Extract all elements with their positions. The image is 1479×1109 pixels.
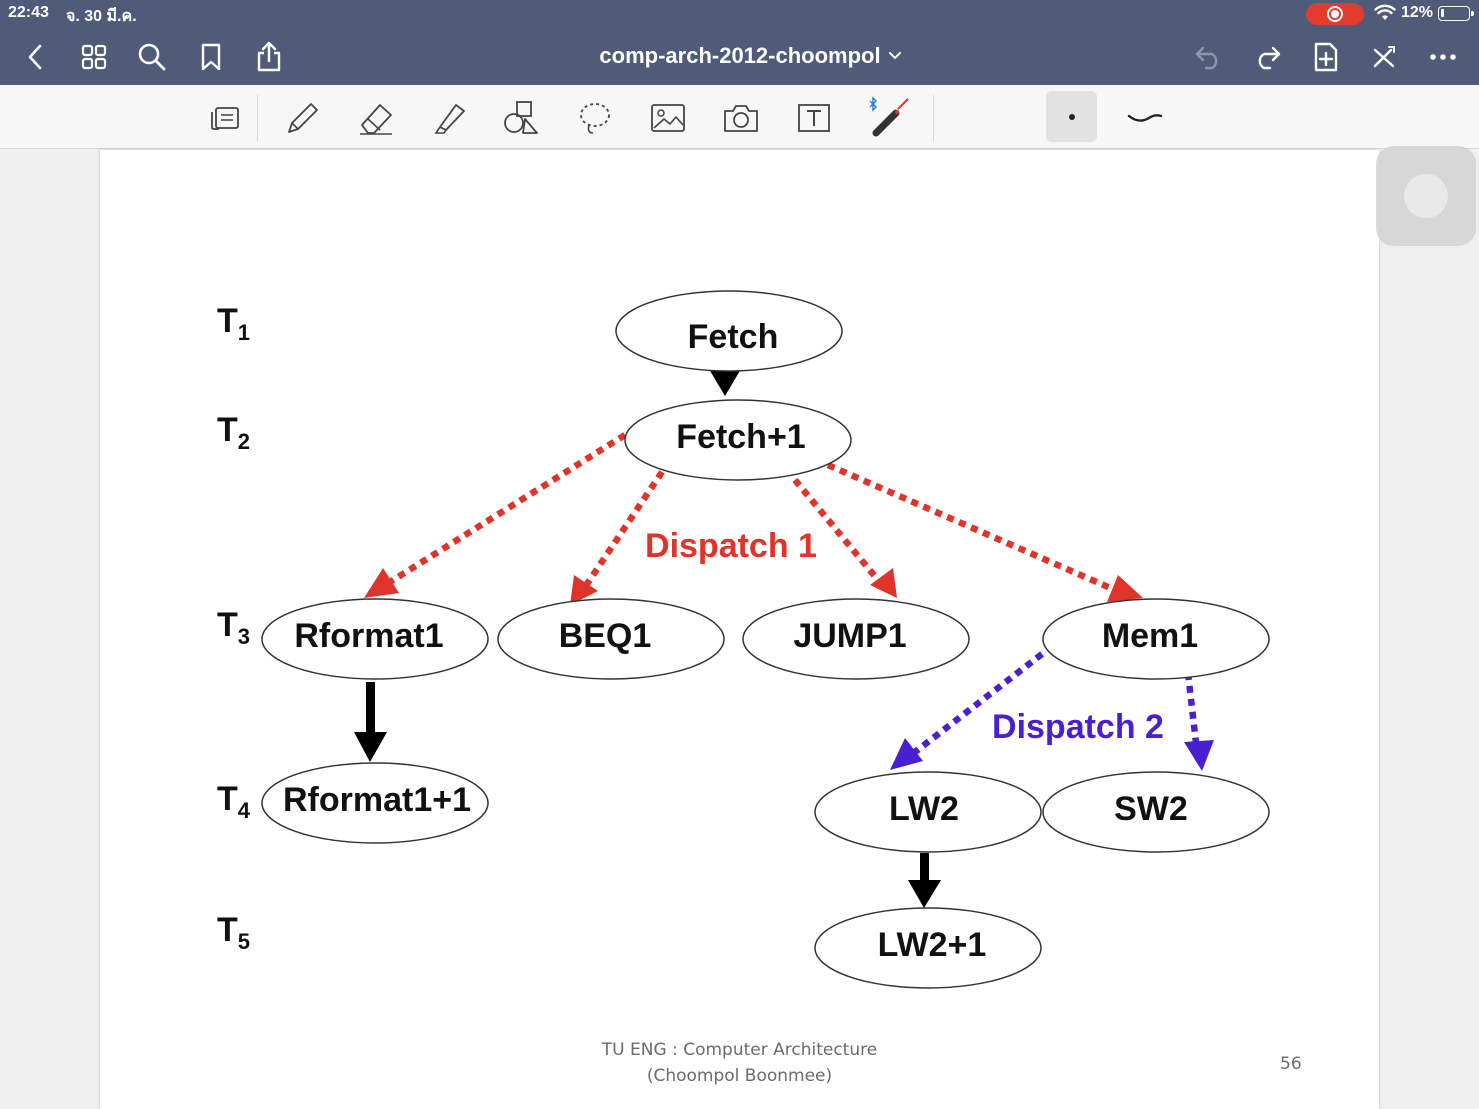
- assistive-touch-button[interactable]: [1376, 146, 1476, 246]
- dispatch2-label: Dispatch 2: [992, 708, 1164, 746]
- share-button[interactable]: [250, 38, 288, 76]
- page-view-icon: [211, 107, 239, 130]
- undo-icon: [1195, 46, 1218, 70]
- time-label-t2: T2: [217, 411, 250, 454]
- page-number: 56: [1280, 1054, 1302, 1074]
- dot-size-icon: [1068, 113, 1075, 120]
- lasso-tool[interactable]: [572, 95, 618, 141]
- pen-size-selector[interactable]: [1046, 91, 1097, 142]
- add-page-button[interactable]: [1307, 38, 1345, 76]
- svg-text:BEQ1: BEQ1: [559, 617, 652, 655]
- document-title: comp-arch-2012-choompol: [599, 43, 881, 68]
- arrow-rformat1-to-rformat1-1: [354, 682, 387, 762]
- state-mem1: Mem1: [1042, 598, 1270, 680]
- shapes-icon: [504, 101, 538, 134]
- page-view-tool[interactable]: [202, 95, 248, 141]
- more-icon: [1430, 54, 1456, 60]
- dispatch2-arrowheads: [890, 738, 1214, 771]
- svg-text:LW2+1: LW2+1: [878, 926, 987, 964]
- dispatch1-label: Dispatch 1: [645, 527, 817, 565]
- state-rformat1-plus-1: Rformat1+1: [261, 762, 489, 844]
- state-lw2: LW2: [814, 771, 1042, 853]
- dispatch1-arrowheads: [364, 568, 1143, 605]
- svg-text:JUMP1: JUMP1: [793, 617, 906, 655]
- stroke-style-selector[interactable]: [1122, 95, 1168, 141]
- battery-percent: 12%: [1401, 4, 1434, 21]
- pen-icon: [288, 103, 318, 133]
- record-icon: [1327, 6, 1343, 22]
- back-button[interactable]: [16, 38, 54, 76]
- svg-text:LW2: LW2: [889, 790, 959, 828]
- state-jump1: JUMP1: [742, 598, 970, 680]
- lasso-icon: [580, 103, 610, 134]
- state-fetch: Fetch: [615, 290, 843, 372]
- arrow-lw2-to-lw2-1: [908, 853, 941, 908]
- laser-pointer-icon: [869, 96, 909, 137]
- fsm-diagram: T1 T2 T3 T4 T5: [217, 290, 1270, 989]
- highlighter-icon: [434, 104, 465, 134]
- text-icon: [798, 104, 830, 132]
- eraser-icon: [360, 104, 392, 135]
- status-date: จ. 30 มี.ค.: [66, 8, 137, 25]
- laser-pointer-tool[interactable]: [866, 95, 912, 141]
- svg-text:Fetch+1: Fetch+1: [676, 418, 805, 456]
- search-button[interactable]: [133, 38, 171, 76]
- share-icon: [257, 41, 281, 72]
- stroke-style-icon: [1127, 114, 1163, 122]
- time-label-t3: T3: [217, 606, 250, 649]
- state-fetch-plus-1: Fetch+1: [624, 399, 852, 481]
- dispatch1-arrows: [388, 432, 1117, 593]
- footer-course: TU ENG : Computer Architecture: [601, 1040, 878, 1060]
- close-icon: [1373, 46, 1395, 68]
- state-beq1: BEQ1: [497, 598, 725, 680]
- camera-icon: [724, 105, 758, 132]
- redo-button[interactable]: [1248, 38, 1286, 76]
- text-tool[interactable]: [791, 95, 837, 141]
- image-icon: [651, 104, 685, 132]
- svg-text:SW2: SW2: [1114, 790, 1188, 828]
- search-icon: [138, 43, 166, 71]
- navigation-bar: 22:43 จ. 30 มี.ค. 12%: [0, 0, 1479, 85]
- svg-text:Fetch: Fetch: [688, 318, 779, 356]
- shapes-tool[interactable]: [498, 95, 544, 141]
- battery-icon: [1438, 6, 1474, 21]
- undo-button[interactable]: [1190, 38, 1228, 76]
- grid-icon: [81, 44, 107, 70]
- screen-recording-indicator[interactable]: [1306, 3, 1364, 25]
- add-page-icon: [1314, 42, 1338, 72]
- close-edit-button[interactable]: [1365, 38, 1403, 76]
- time-label-t5: T5: [217, 911, 250, 954]
- annotation-toolbar: [0, 85, 1479, 149]
- battery-level: [1441, 9, 1444, 17]
- bookmark-button[interactable]: [192, 38, 230, 76]
- wifi-icon: [1374, 4, 1396, 20]
- more-button[interactable]: [1424, 38, 1462, 76]
- dispatch2-arrows: [913, 651, 1200, 755]
- time-label-t1: T1: [217, 302, 250, 345]
- status-time: 22:43: [8, 4, 49, 21]
- redo-icon: [1258, 46, 1281, 70]
- camera-tool[interactable]: [718, 95, 764, 141]
- eraser-tool[interactable]: [353, 95, 399, 141]
- state-lw2-plus-1: LW2+1: [814, 907, 1042, 989]
- svg-text:Rformat1+1: Rformat1+1: [283, 781, 471, 819]
- document-title-menu[interactable]: comp-arch-2012-choompol: [560, 40, 940, 72]
- arrow-fetch-to-fetch1: [709, 369, 741, 396]
- time-label-t4: T4: [217, 780, 251, 823]
- chevron-left-icon: [28, 44, 42, 70]
- state-sw2: SW2: [1042, 771, 1270, 853]
- chevron-down-icon: [888, 52, 901, 60]
- state-rformat1: Rformat1: [261, 598, 489, 680]
- pen-tool[interactable]: [279, 95, 325, 141]
- footer-author: (Choompol Boonmee): [646, 1066, 833, 1086]
- pdf-page[interactable]: T1 T2 T3 T4 T5: [100, 150, 1379, 1109]
- thumbnails-button[interactable]: [75, 38, 113, 76]
- svg-text:Mem1: Mem1: [1102, 617, 1198, 655]
- highlighter-tool[interactable]: [426, 95, 472, 141]
- bookmark-icon: [201, 43, 221, 71]
- svg-text:Rformat1: Rformat1: [294, 617, 443, 655]
- image-tool[interactable]: [645, 95, 691, 141]
